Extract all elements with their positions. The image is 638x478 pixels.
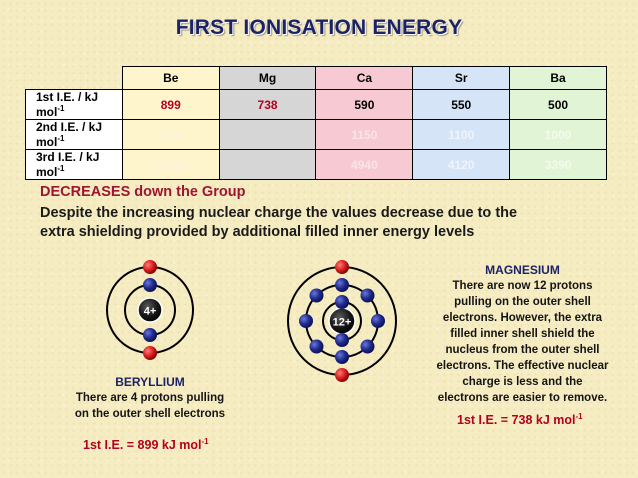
- cell-2nd-mg: [218, 119, 317, 150]
- row-label-3rd-ie: 3rd I.E. / kJ mol-1: [25, 149, 123, 180]
- magnesium-line: charge is less and the: [462, 376, 583, 388]
- header-ba: Ba: [509, 66, 607, 90]
- inner-electron: [335, 278, 349, 292]
- magnesium-line: electrons. The effective nuclear: [436, 360, 609, 372]
- magnesium-atom-diagram: 12+: [287, 260, 397, 382]
- magnesium-line: electrons are easier to remove.: [437, 392, 608, 404]
- trend-explanation: Despite the increasing nuclear charge th…: [40, 204, 600, 242]
- inner-electron: [143, 328, 157, 342]
- cell-2nd-ca: 1150: [315, 119, 414, 150]
- table-header-row: Be Mg Ca Sr Ba: [26, 66, 607, 90]
- header-be: Be: [121, 66, 220, 90]
- cell-1st-be: 899: [121, 89, 220, 120]
- inner-electron: [335, 333, 349, 347]
- inner-electron: [360, 339, 375, 354]
- inner-electron: [360, 288, 375, 303]
- magnesium-line: nucleus from the outer shell: [445, 344, 600, 356]
- cell-3rd-ca: 4940: [315, 149, 414, 180]
- magnesium-line: pulling on the outer shell: [454, 296, 591, 308]
- magnesium-line: filled inner shell shield the: [450, 328, 595, 340]
- header-sr: Sr: [412, 66, 511, 90]
- cell-2nd-be: 1800: [121, 119, 220, 150]
- inner-electron: [335, 350, 349, 364]
- cell-3rd-sr: 4120: [412, 149, 511, 180]
- beryllium-ie-value: 1st I.E. = 899 kJ mol-1: [83, 437, 209, 453]
- table-row: 1st I.E. / kJ mol-1 899 738 590 550 500: [25, 89, 607, 120]
- table-corner: [26, 67, 123, 90]
- cell-2nd-ba: 1000: [509, 119, 607, 150]
- row-label-1st-ie: 1st I.E. / kJ mol-1: [25, 89, 123, 120]
- magnesium-ie-value: 1st I.E. = 738 kJ mol-1: [457, 412, 583, 428]
- cell-1st-sr: 550: [412, 89, 511, 120]
- beryllium-atom-diagram: 4+: [106, 260, 194, 360]
- header-mg: Mg: [218, 66, 317, 90]
- nucleus: [137, 297, 163, 323]
- cell-1st-mg: 738: [218, 89, 317, 120]
- cell-3rd-be: 14849: [121, 149, 220, 180]
- magnesium-heading: MAGNESIUM: [485, 263, 560, 277]
- inner-electron: [309, 339, 324, 354]
- outer-electron: [335, 368, 349, 382]
- inner-electron: [309, 288, 324, 303]
- table-row: 3rd I.E. / kJ mol-1 14849 4940 4120 3390: [25, 149, 607, 180]
- cell-3rd-mg: [218, 149, 317, 180]
- outer-electron: [143, 260, 157, 274]
- magnesium-line: There are now 12 protons: [452, 280, 593, 292]
- outer-electron: [143, 346, 157, 360]
- nucleus-charge-label: 4+: [144, 306, 157, 318]
- inner-electron: [299, 314, 313, 328]
- inner-electron: [371, 314, 385, 328]
- cell-3rd-ba: 3390: [509, 149, 607, 180]
- inner-electron: [335, 295, 349, 309]
- page-title: FIRST IONISATION ENERGY: [175, 16, 463, 39]
- ionisation-energy-table: Be Mg Ca Sr Ba 1st I.E. / kJ mol-1 899 7…: [25, 66, 607, 180]
- trend-line-1: Despite the increasing nuclear charge th…: [40, 205, 518, 221]
- inner-electron: [143, 278, 157, 292]
- header-ca: Ca: [315, 66, 414, 90]
- magnesium-caption: MAGNESIUM There are now 12 protons pulli…: [425, 262, 620, 406]
- beryllium-caption: BERYLLIUM There are 4 protons pulling on…: [60, 374, 240, 422]
- row-label-2nd-ie: 2nd I.E. / kJ mol-1: [25, 119, 123, 150]
- magnesium-line: electrons. However, the extra: [442, 312, 603, 324]
- cell-1st-ca: 590: [315, 89, 414, 120]
- beryllium-line-2: on the outer shell electrons: [74, 408, 226, 420]
- cell-1st-ba: 500: [509, 89, 607, 120]
- trend-heading: DECREASES down the Group: [40, 184, 246, 200]
- outer-electron: [335, 260, 349, 274]
- beryllium-line-1: There are 4 protons pulling: [75, 392, 225, 404]
- trend-line-2: extra shielding provided by additional f…: [40, 224, 475, 240]
- nucleus-charge-label: 12+: [333, 317, 352, 329]
- cell-2nd-sr: 1100: [412, 119, 511, 150]
- beryllium-heading: BERYLLIUM: [115, 375, 185, 389]
- table-row: 2nd I.E. / kJ mol-1 1800 1150 1100 1000: [25, 119, 607, 150]
